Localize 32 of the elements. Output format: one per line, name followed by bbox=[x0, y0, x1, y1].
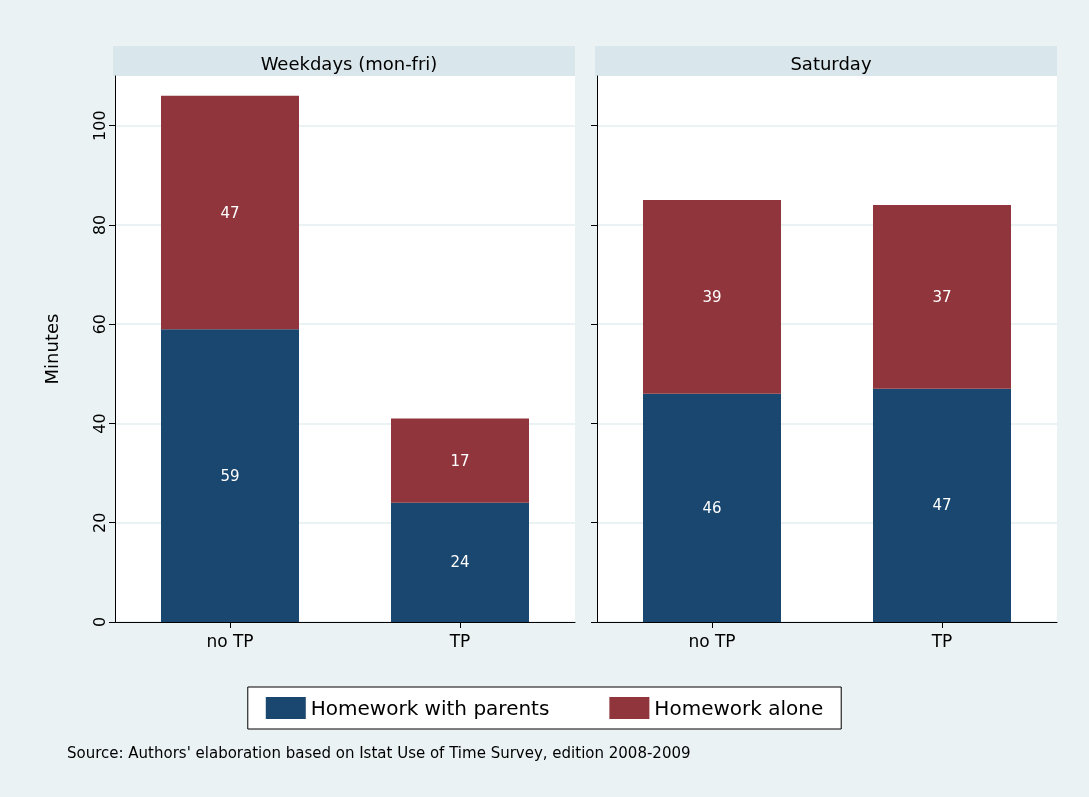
source-note: Source: Authors' elaboration based on Istat Use of Time Survey, edition 2008-2009 bbox=[67, 743, 691, 762]
data-label: 24 bbox=[450, 553, 470, 572]
x-tick-label: TP bbox=[930, 630, 953, 651]
data-label: 47 bbox=[220, 203, 240, 222]
y-tick-label: 80 bbox=[89, 214, 109, 236]
y-tick-label: 20 bbox=[89, 512, 109, 533]
data-label: 59 bbox=[220, 466, 240, 485]
data-label: 46 bbox=[702, 498, 722, 517]
y-tick-label: 100 bbox=[89, 110, 109, 141]
bar bbox=[643, 200, 781, 394]
bar bbox=[391, 418, 529, 503]
bar bbox=[873, 205, 1011, 389]
legend-label: Homework with parents bbox=[310, 696, 550, 720]
y-tick-label: 0 bbox=[89, 616, 109, 628]
legend-label: Homework alone bbox=[654, 696, 824, 720]
data-label: 39 bbox=[702, 287, 722, 306]
x-tick-label: no TP bbox=[206, 630, 254, 651]
x-tick-label: TP bbox=[448, 630, 471, 651]
bar bbox=[391, 502, 529, 622]
bar bbox=[161, 329, 299, 622]
data-label: 17 bbox=[450, 451, 470, 470]
chart-title: Weekdays (mon-fri) bbox=[260, 52, 438, 74]
bar bbox=[161, 95, 299, 330]
y-axis-title: Minutes bbox=[40, 313, 62, 385]
data-label: 47 bbox=[932, 496, 952, 515]
y-tick-label: 60 bbox=[89, 314, 109, 335]
chart-title: Saturday bbox=[790, 52, 872, 74]
x-tick-label: no TP bbox=[688, 630, 736, 651]
y-tick-label: 40 bbox=[89, 413, 109, 434]
data-label: 37 bbox=[932, 287, 952, 306]
bar bbox=[643, 393, 781, 622]
bar bbox=[873, 388, 1011, 622]
